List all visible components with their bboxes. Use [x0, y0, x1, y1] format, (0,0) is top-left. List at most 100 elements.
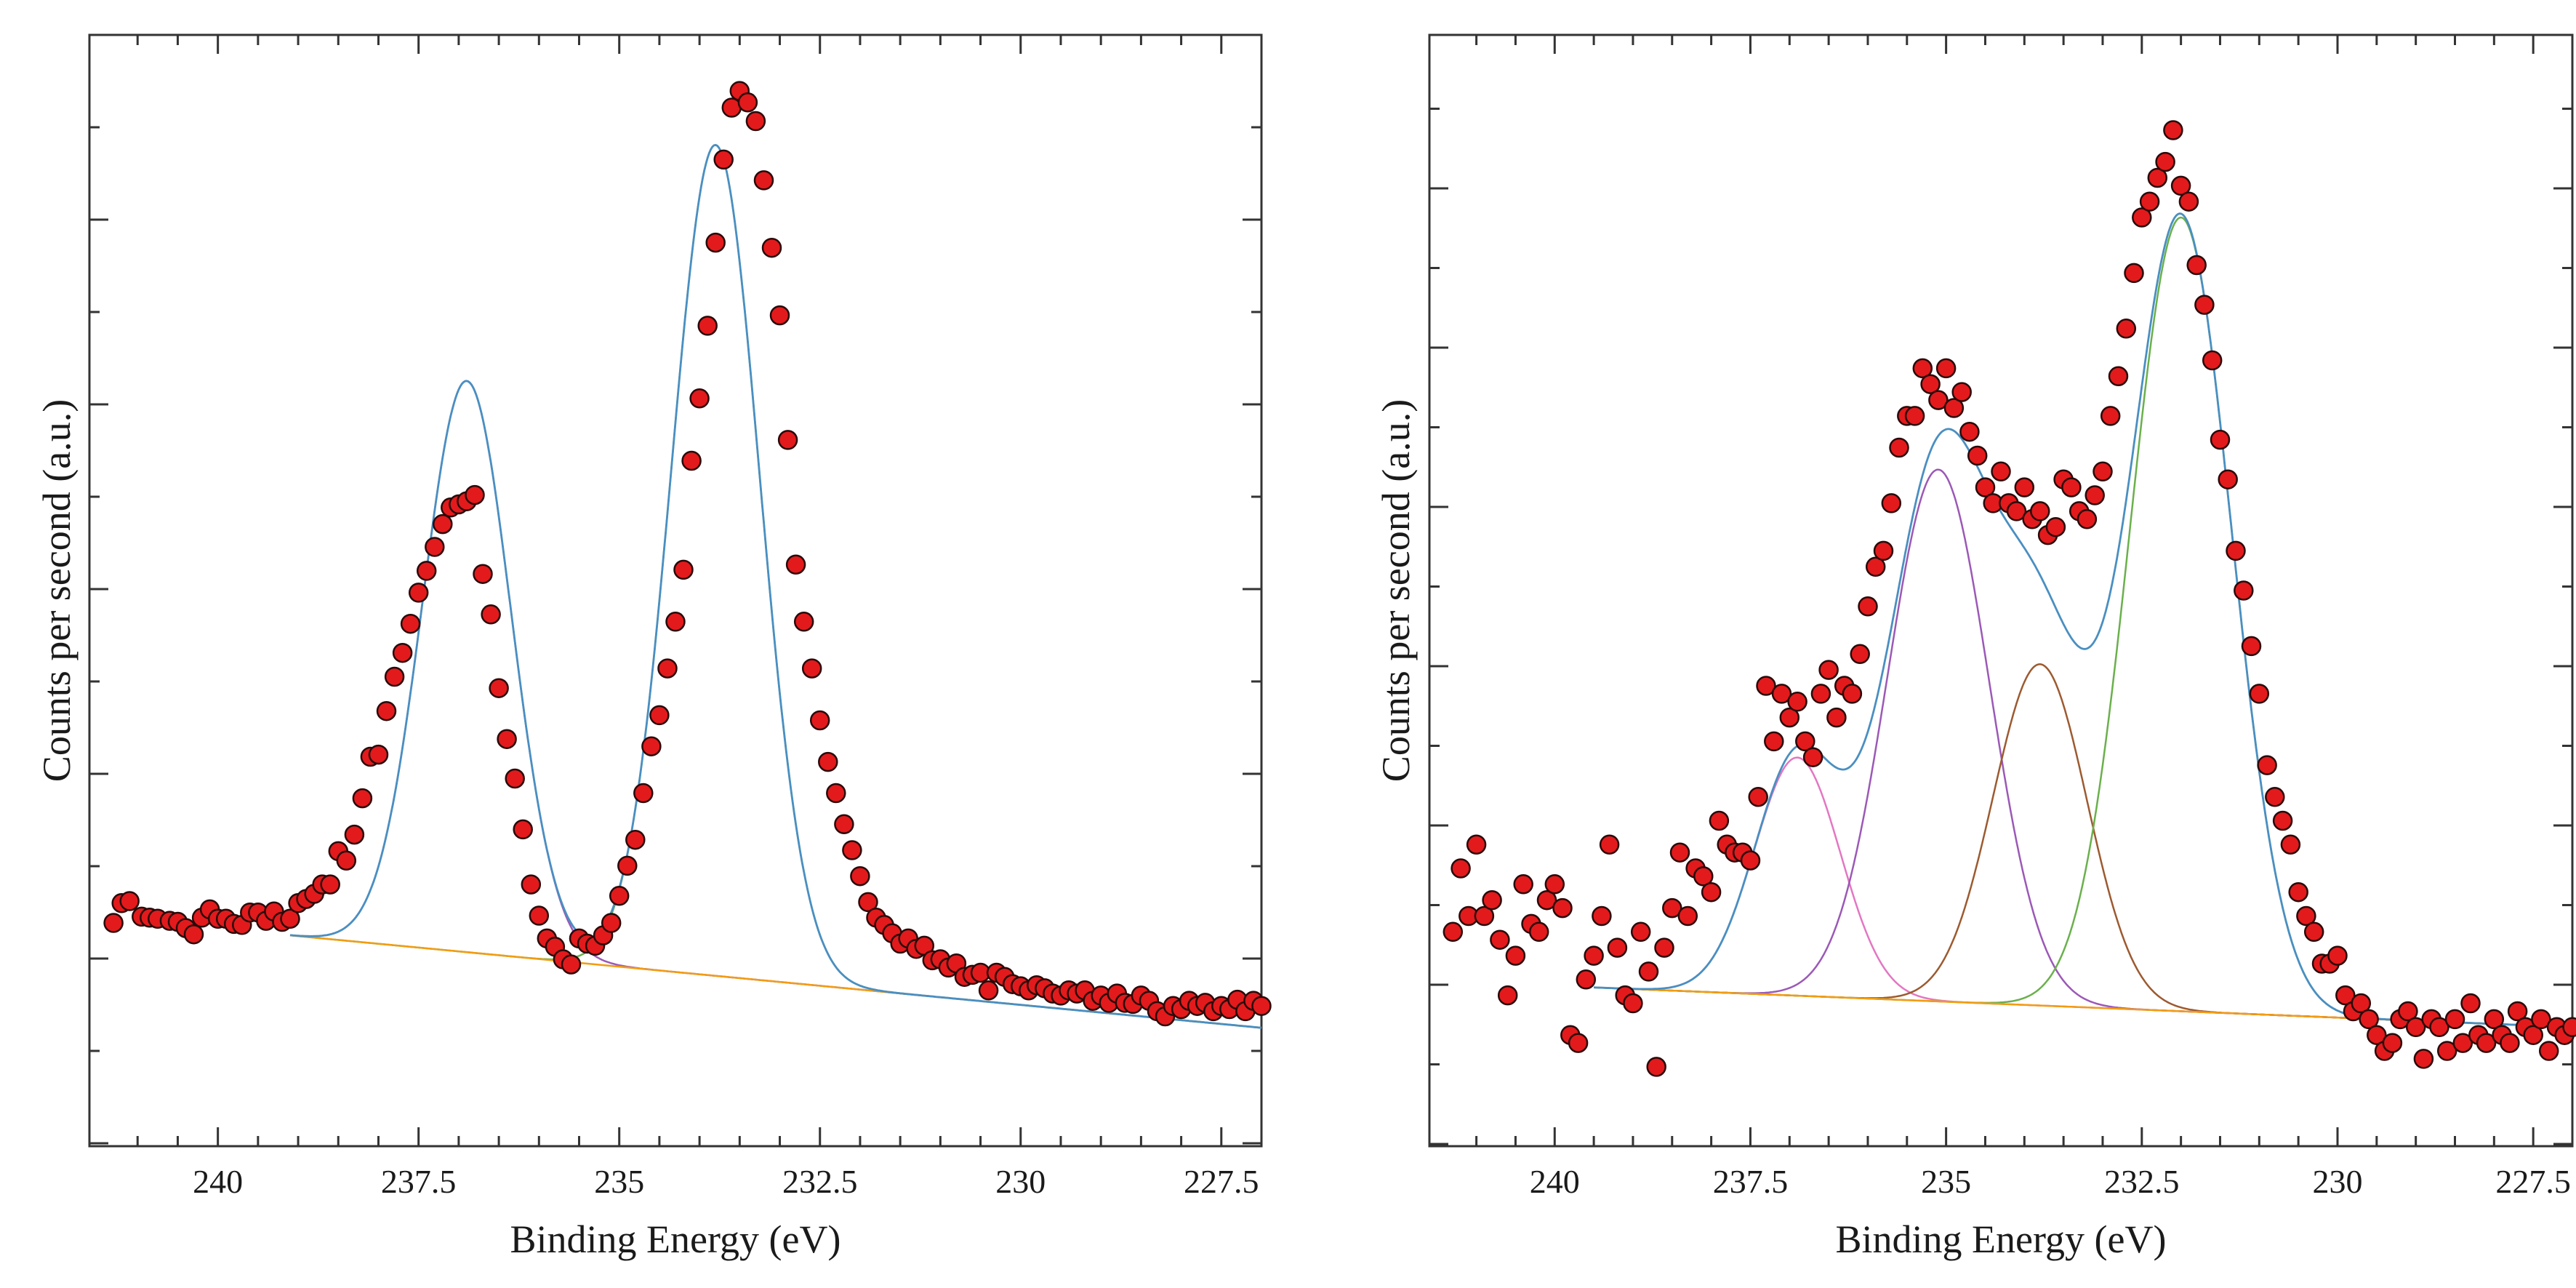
right-data-point [2116, 319, 2137, 339]
left-data-point [119, 891, 140, 911]
right-data-point [1490, 929, 1510, 950]
right-data-point [2382, 1033, 2403, 1053]
right-data-point [2257, 755, 2277, 775]
right-data-point [2452, 1033, 2473, 1053]
right-data-point [2045, 516, 2066, 537]
right-data-point [1779, 707, 1800, 728]
right-plot-frame [1428, 33, 2574, 1148]
right-data-point [1568, 1033, 1589, 1053]
right-data-point [2093, 461, 2113, 482]
left-data-point [601, 913, 622, 933]
left-x-tick-label: 232.5 [782, 1163, 858, 1200]
right-data-point [1513, 874, 1533, 895]
right-data-point [2327, 945, 2348, 966]
right-data-point [1904, 406, 1925, 426]
right-x-tick-label: 235 [1921, 1163, 1971, 1200]
right-data-point [2405, 1017, 2426, 1038]
right-data-point [2531, 1009, 2551, 1030]
right-data-point [1912, 358, 1933, 379]
right-data-point [1873, 540, 1894, 561]
right-y-axis-label: Counts per second (a.u.) [1374, 399, 1418, 782]
right-data-point [2014, 477, 2035, 497]
right-data-point [1482, 889, 1502, 911]
left-data-point [834, 814, 854, 835]
left-data-point [481, 604, 501, 625]
right-data-point [2359, 1009, 2379, 1030]
right-data-point [2108, 366, 2129, 387]
right-data-point [1795, 731, 1815, 752]
right-data-point [2006, 501, 2027, 521]
right-data-point [2296, 905, 2316, 927]
right-data-point [1599, 834, 1620, 855]
right-data-point [2234, 580, 2254, 601]
left-data-point [465, 484, 485, 505]
right-data-point [1638, 961, 1659, 982]
right-data-point [1474, 905, 1495, 927]
right-data-point [2170, 175, 2191, 196]
left-data-point [384, 666, 405, 687]
left-data-point [801, 658, 822, 679]
right-data-point [1552, 897, 1573, 919]
right-data-point [1850, 644, 1870, 665]
right-data-point [2500, 1033, 2520, 1053]
right-data-point [2155, 151, 2175, 172]
left-data-point [280, 908, 300, 929]
right-x-tick-labels: 240 237.5 235 232.5 230 227.5 [1530, 1163, 2571, 1200]
right-data-point [2178, 191, 2199, 212]
left-ticks [89, 35, 1263, 1146]
right-data-point [2303, 921, 2324, 943]
left-data-point [850, 865, 870, 887]
left-data-point [649, 705, 670, 726]
right-data-point [2335, 985, 2356, 1006]
left-data-point [713, 149, 734, 170]
right-data-point [2202, 350, 2223, 371]
right-data-point [1802, 747, 1823, 767]
right-data-point [2132, 207, 2152, 228]
right-data-point [1881, 493, 1902, 513]
left-spectrum-panel: 240 237.5 235 232.5 230 227.5 Binding Energy … [35, 33, 1272, 1261]
left-data-point [858, 892, 878, 913]
left-data-point [793, 612, 814, 632]
right-data-point [1967, 445, 1988, 466]
right-data-point [1975, 477, 1996, 497]
right-ticks [1429, 35, 2574, 1146]
right-fit-curves [1594, 212, 2573, 1028]
right-data-point [2124, 263, 2144, 284]
left-data-point [513, 819, 533, 840]
left-y-axis-label: Counts per second (a.u.) [35, 399, 79, 782]
right-data-point [2077, 509, 2098, 529]
left-data-point [761, 237, 782, 258]
right-data-point [2030, 501, 2050, 521]
right-data-point [1497, 985, 1518, 1006]
right-data-point [1748, 787, 1768, 807]
right-data-point [1677, 905, 1698, 927]
right-data-point [1865, 556, 1886, 577]
right-data-point [1450, 858, 1471, 879]
right-data-point [1826, 707, 1847, 728]
right-data-point [1935, 358, 1957, 379]
right-data-point [2147, 167, 2168, 188]
left-data-point [657, 658, 678, 679]
left-fit-curves [289, 143, 1262, 1029]
right-data-point [1669, 842, 1690, 863]
left-data-point [368, 744, 389, 765]
right-data-point [1928, 390, 1949, 410]
left-data-point [376, 700, 397, 721]
right-data-point [1607, 937, 1628, 958]
right-data-point [1505, 945, 1526, 966]
left-x-axis-label: Binding Energy (eV) [510, 1217, 841, 1261]
right-data-point [2139, 191, 2160, 212]
right-data-point [2272, 810, 2293, 831]
right-data-point [1701, 881, 1722, 903]
right-data-point [1920, 374, 1941, 394]
left-data-point [665, 612, 686, 632]
left-data-point [777, 430, 798, 450]
left-data-point [641, 736, 662, 756]
right-data-point [1889, 437, 1909, 458]
right-data-point [2413, 1049, 2434, 1069]
left-data-point [609, 886, 630, 906]
right-data-point [1576, 969, 1597, 990]
right-data-point [1662, 897, 1682, 919]
right-data-point [1764, 731, 1784, 752]
left-plot-frame [88, 33, 1263, 1148]
